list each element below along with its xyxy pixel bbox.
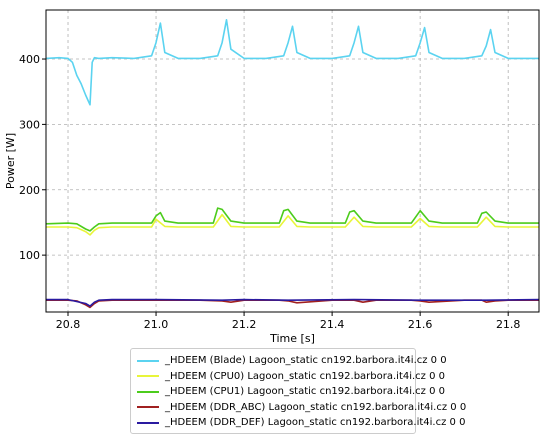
y-axis-label: Power [W] (4, 133, 17, 189)
y-ticks: 100 200 300 400 (19, 53, 46, 262)
x-ticks: 20.8 21.0 21.2 21.4 21.6 21.8 (56, 312, 521, 331)
x-tick-label: 21.4 (320, 318, 345, 331)
legend-label: _HDEEM (CPU0) Lagoon_static cn192.barbor… (165, 370, 446, 382)
grid (46, 10, 539, 312)
legend-label: _HDEEM (CPU1) Lagoon_static cn192.barbor… (165, 386, 446, 398)
x-tick-label: 21.8 (496, 318, 521, 331)
series-line (46, 213, 539, 236)
legend-item: _HDEEM (Blade) Lagoon_static cn192.barbo… (137, 353, 447, 369)
legend-swatch (137, 406, 159, 409)
legend-swatch (137, 359, 159, 362)
legend-swatch (137, 390, 159, 393)
x-tick-label: 20.8 (56, 318, 81, 331)
series-line (46, 299, 539, 309)
series-line (46, 298, 540, 307)
y-tick-label: 200 (19, 184, 40, 197)
legend-item: _HDEEM (CPU1) Lagoon_static cn192.barbor… (137, 384, 445, 400)
legend-swatch (137, 421, 159, 424)
y-tick-label: 300 (19, 118, 40, 131)
legend-label: _HDEEM (DDR_DEF) Lagoon_static cn192.bar… (165, 417, 466, 429)
y-tick-label: 400 (19, 53, 40, 66)
legend-label: _HDEEM (Blade) Lagoon_static cn192.barbo… (165, 355, 447, 367)
x-tick-label: 21.6 (408, 318, 433, 331)
legend-label: _HDEEM (DDR_ABC) Lagoon_static cn192.bar… (165, 401, 467, 413)
legend-item: _HDEEM (DDR_DEF) Lagoon_static cn192.bar… (137, 415, 465, 431)
legend-item: _HDEEM (DDR_ABC) Lagoon_static cn192.bar… (137, 400, 466, 416)
legend: _HDEEM (Blade) Lagoon_static cn192.barbo… (130, 348, 466, 434)
legend-swatch (137, 375, 159, 378)
x-tick-label: 21.0 (144, 318, 169, 331)
series-line (45, 207, 539, 232)
x-tick-label: 21.2 (232, 318, 257, 331)
y-tick-label: 100 (19, 249, 40, 262)
series-line (45, 18, 539, 106)
legend-item: _HDEEM (CPU0) Lagoon_static cn192.barbor… (137, 369, 445, 385)
series-lines (45, 18, 540, 309)
x-axis-label: Time [s] (269, 332, 315, 345)
plot-frame (45, 9, 540, 313)
